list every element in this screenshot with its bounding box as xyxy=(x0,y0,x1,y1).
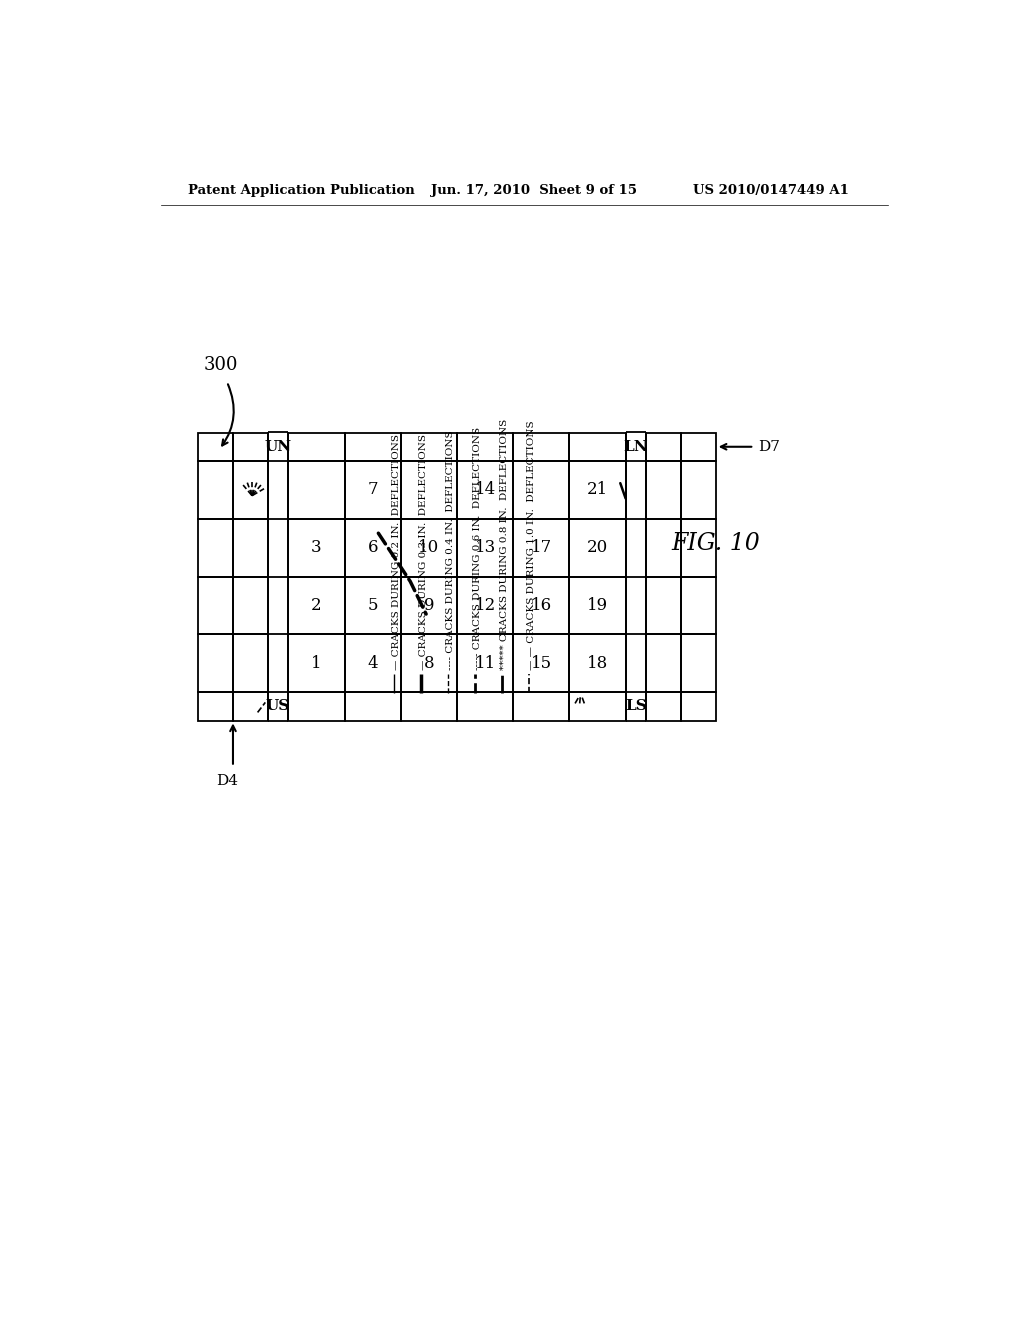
Bar xyxy=(289,433,345,461)
Text: 4: 4 xyxy=(368,655,378,672)
Bar xyxy=(233,692,267,721)
Bar xyxy=(199,577,233,635)
Text: 8: 8 xyxy=(424,655,434,672)
Bar xyxy=(513,461,569,519)
Bar xyxy=(681,461,716,519)
Text: 19: 19 xyxy=(587,597,608,614)
Bar xyxy=(646,635,681,692)
Text: 2: 2 xyxy=(311,597,322,614)
Text: FIG. 10: FIG. 10 xyxy=(672,532,760,554)
Text: 15: 15 xyxy=(530,655,552,672)
Bar xyxy=(199,433,233,461)
Bar xyxy=(569,692,626,721)
Text: 9: 9 xyxy=(424,597,434,614)
Bar xyxy=(400,577,457,635)
Text: 14: 14 xyxy=(474,482,496,499)
Text: 17: 17 xyxy=(530,539,552,556)
Bar xyxy=(400,692,457,721)
Bar xyxy=(345,461,400,519)
Bar xyxy=(457,692,513,721)
Bar xyxy=(457,461,513,519)
Bar xyxy=(513,692,569,721)
Bar xyxy=(400,461,457,519)
Bar xyxy=(681,433,716,461)
Bar xyxy=(233,577,267,635)
Text: — CRACKS DURING 0.3 IN.  DEFLECTIONS: — CRACKS DURING 0.3 IN. DEFLECTIONS xyxy=(420,434,428,671)
Bar xyxy=(513,577,569,635)
Text: 13: 13 xyxy=(474,539,496,556)
Bar xyxy=(233,519,267,577)
Text: 3: 3 xyxy=(311,539,322,556)
Text: US 2010/0147449 A1: US 2010/0147449 A1 xyxy=(692,185,849,197)
Bar xyxy=(646,692,681,721)
Text: D4: D4 xyxy=(216,774,238,788)
Bar xyxy=(569,433,626,461)
Text: 300: 300 xyxy=(204,356,239,374)
Text: UN: UN xyxy=(264,440,292,454)
Bar xyxy=(400,635,457,692)
Text: LN: LN xyxy=(624,440,648,454)
Bar xyxy=(199,519,233,577)
Text: 16: 16 xyxy=(530,597,552,614)
Bar xyxy=(569,577,626,635)
Bar xyxy=(289,692,345,721)
Bar xyxy=(646,461,681,519)
Text: 1: 1 xyxy=(311,655,322,672)
Bar xyxy=(681,635,716,692)
Bar xyxy=(289,635,345,692)
Text: D7: D7 xyxy=(758,440,780,454)
Bar xyxy=(199,692,233,721)
Bar xyxy=(681,692,716,721)
Bar xyxy=(345,635,400,692)
Bar xyxy=(233,461,267,519)
Bar xyxy=(457,577,513,635)
Bar xyxy=(513,433,569,461)
Bar xyxy=(646,433,681,461)
Bar xyxy=(457,519,513,577)
Bar xyxy=(646,519,681,577)
Text: Patent Application Publication: Patent Application Publication xyxy=(188,185,415,197)
Bar xyxy=(400,433,457,461)
Bar xyxy=(199,461,233,519)
Bar xyxy=(233,433,267,461)
Bar xyxy=(646,577,681,635)
Text: — CRACKS DURING 0.2 IN.  DEFLECTIONS: — CRACKS DURING 0.2 IN. DEFLECTIONS xyxy=(392,434,401,671)
Text: 5: 5 xyxy=(368,597,378,614)
Text: — — CRACKS DURING 1.0 IN.  DEFLECTIONS: — — CRACKS DURING 1.0 IN. DEFLECTIONS xyxy=(527,421,537,671)
Bar xyxy=(345,577,400,635)
Text: 20: 20 xyxy=(587,539,608,556)
Bar xyxy=(289,577,345,635)
Bar xyxy=(457,635,513,692)
Text: 18: 18 xyxy=(587,655,608,672)
Bar xyxy=(513,519,569,577)
Bar xyxy=(569,461,626,519)
Text: LS: LS xyxy=(626,700,647,713)
Bar xyxy=(199,635,233,692)
Bar xyxy=(233,635,267,692)
Text: 6: 6 xyxy=(368,539,378,556)
Text: ----- CRACKS DURING 0.6 IN.  DEFLECTIONS: ----- CRACKS DURING 0.6 IN. DEFLECTIONS xyxy=(473,426,482,671)
Bar xyxy=(681,519,716,577)
Text: ***** CRACKS DURING 0.8 IN.  DEFLECTIONS: ***** CRACKS DURING 0.8 IN. DEFLECTIONS xyxy=(501,418,509,671)
Bar xyxy=(513,635,569,692)
Text: 21: 21 xyxy=(587,482,608,499)
Text: Jun. 17, 2010  Sheet 9 of 15: Jun. 17, 2010 Sheet 9 of 15 xyxy=(431,185,637,197)
Bar xyxy=(400,519,457,577)
Bar xyxy=(457,433,513,461)
Bar xyxy=(569,519,626,577)
Text: ---- CRACKS DURING 0.4 IN.  DEFLECTIONS: ---- CRACKS DURING 0.4 IN. DEFLECTIONS xyxy=(446,430,456,671)
Text: US: US xyxy=(266,700,290,713)
Bar xyxy=(289,461,345,519)
Bar xyxy=(681,577,716,635)
Bar xyxy=(345,519,400,577)
Text: 12: 12 xyxy=(474,597,496,614)
Text: 11: 11 xyxy=(474,655,496,672)
Bar xyxy=(289,519,345,577)
Text: 7: 7 xyxy=(368,482,378,499)
Text: 10: 10 xyxy=(419,539,439,556)
Bar xyxy=(345,433,400,461)
Bar xyxy=(569,635,626,692)
Bar xyxy=(345,692,400,721)
